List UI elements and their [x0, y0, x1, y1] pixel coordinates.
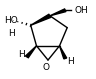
Text: H: H — [67, 57, 74, 66]
Text: O: O — [43, 63, 50, 72]
Text: OH: OH — [75, 6, 89, 15]
Polygon shape — [31, 14, 51, 25]
Text: H: H — [18, 50, 25, 59]
Polygon shape — [25, 46, 36, 58]
Polygon shape — [60, 46, 67, 59]
Text: H: H — [8, 29, 14, 38]
Text: HO: HO — [4, 16, 18, 25]
Polygon shape — [50, 9, 66, 16]
